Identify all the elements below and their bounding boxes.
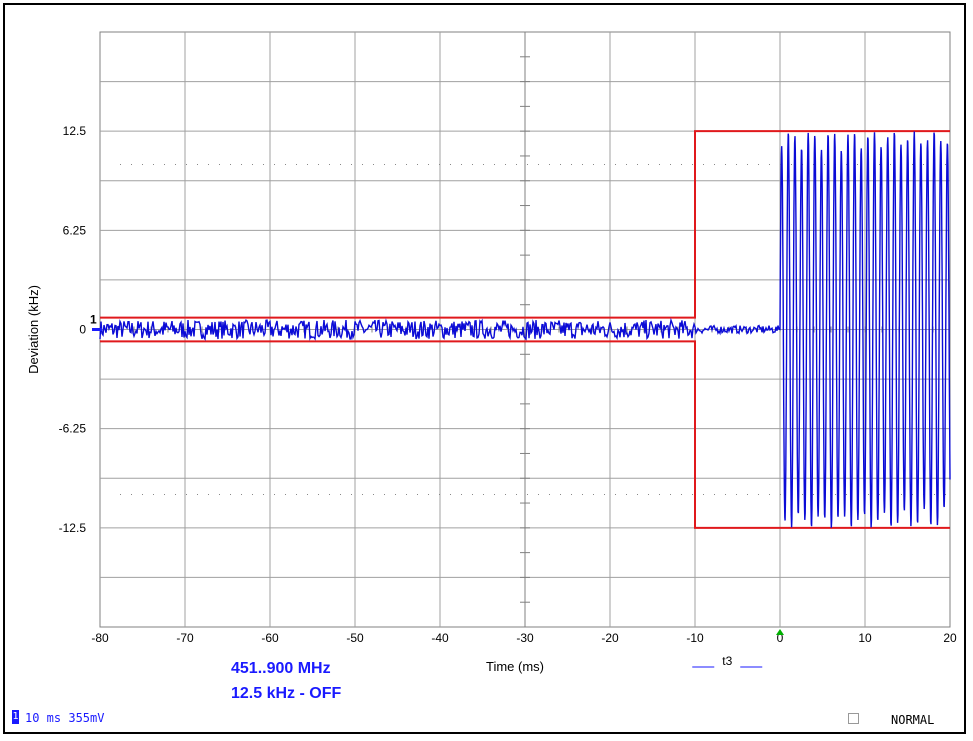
mode-label: NORMAL: [891, 713, 935, 727]
trigger-marker-label: t3: [722, 654, 732, 668]
x-tick-label: 10: [858, 631, 872, 645]
x-tick-label: -40: [431, 631, 449, 645]
timebase-readout: 10 ms 355mV: [25, 711, 105, 725]
setting-label: 12.5 kHz - OFF: [231, 685, 342, 702]
y-axis-title: Deviation (kHz): [26, 285, 41, 374]
x-tick-label: -50: [346, 631, 364, 645]
y-tick-label: 12.5: [63, 124, 87, 138]
channel-marker: 1: [90, 313, 97, 327]
x-tick-label: -60: [261, 631, 279, 645]
mask-limit-line: [100, 340, 950, 529]
y-tick-label: -6.25: [59, 422, 87, 436]
y-tick-label: 0: [79, 323, 86, 337]
y-tick-label: -12.5: [59, 521, 87, 535]
frequency-label: 451..900 MHz: [231, 660, 331, 677]
x-tick-label: -70: [176, 631, 194, 645]
chart: 12.5 6.25 0 -6.25 -12.5 -80 -70 -60 -50 -40 -30 -20…: [26, 31, 957, 674]
trigger-arrow-icon: [776, 629, 784, 635]
x-tick-label: -80: [91, 631, 109, 645]
x-tick-label: -10: [686, 631, 704, 645]
mode-checkbox[interactable]: [848, 713, 859, 724]
x-tick-label: 0: [777, 631, 784, 645]
mask-limit-line: [100, 130, 950, 319]
x-tick-label: -30: [516, 631, 534, 645]
x-axis-title: Time (ms): [486, 659, 544, 674]
signal-trace: [99, 131, 951, 528]
x-tick-label: -20: [601, 631, 619, 645]
y-tick-label: 6.25: [63, 223, 87, 237]
scope-window: 12.5 6.25 0 -6.25 -12.5 -80 -70 -60 -50 -40 -30 -20…: [3, 3, 966, 734]
x-tick-label: 20: [943, 631, 957, 645]
channel-indicator[interactable]: 1: [12, 710, 19, 724]
